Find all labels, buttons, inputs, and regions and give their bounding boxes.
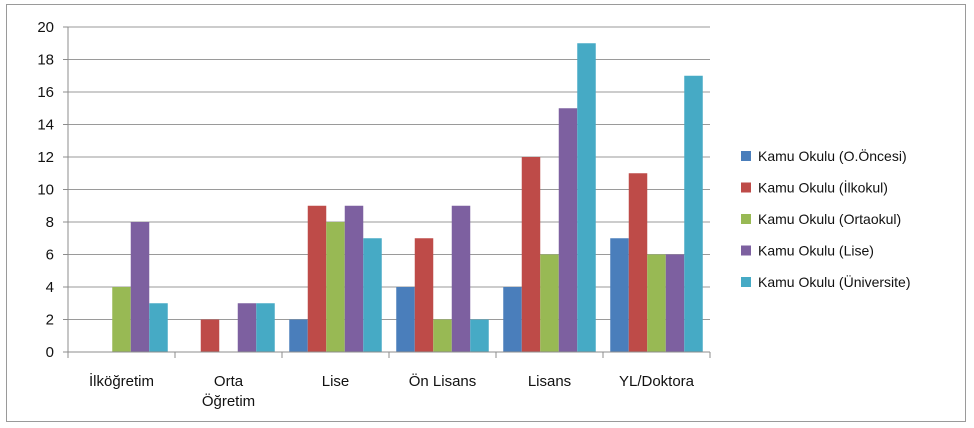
legend-swatch bbox=[741, 214, 751, 224]
bar-series-2-cat-0 bbox=[112, 287, 131, 352]
x-tick-label: İlköğretim bbox=[89, 372, 154, 390]
bar-series-1-cat-3 bbox=[414, 238, 434, 352]
y-tick-label: 12 bbox=[37, 149, 54, 166]
bar-series-0-cat-2 bbox=[289, 319, 308, 352]
bar-series-3-cat-0 bbox=[130, 222, 150, 352]
bar-series-0-cat-3 bbox=[396, 287, 415, 352]
bar-series-4-cat-5 bbox=[684, 75, 703, 352]
bar-series-3-cat-2 bbox=[344, 205, 364, 352]
gridlines bbox=[68, 26, 710, 320]
bars bbox=[112, 43, 703, 352]
bar-series-0-cat-5 bbox=[610, 238, 629, 352]
bar-series-1-cat-4 bbox=[521, 157, 541, 352]
bar-series-2-cat-4 bbox=[540, 254, 559, 352]
legend-swatch bbox=[741, 245, 751, 256]
y-tick-label: 20 bbox=[37, 19, 54, 36]
bar-series-3-cat-1 bbox=[237, 303, 257, 352]
bar-series-2-cat-3 bbox=[433, 319, 452, 352]
legend-label: Kamu Okulu (Üniversite) bbox=[758, 273, 911, 290]
x-tick-label: YL/Doktora bbox=[619, 373, 695, 390]
bar-series-4-cat-0 bbox=[149, 303, 168, 352]
legend-label: Kamu Okulu (Ortaokul) bbox=[758, 211, 901, 227]
x-tick-label: Öğretim bbox=[202, 392, 255, 410]
bar-series-1-cat-5 bbox=[628, 173, 648, 352]
y-tick-label: 8 bbox=[46, 214, 54, 231]
x-tick-label: Ön Lisans bbox=[409, 372, 477, 390]
bar-series-4-cat-2 bbox=[363, 238, 382, 352]
bar-series-3-cat-5 bbox=[665, 254, 685, 352]
legend-label: Kamu Okulu (Lise) bbox=[758, 243, 874, 259]
bar-series-1-cat-1 bbox=[200, 319, 220, 352]
legend-swatch bbox=[741, 182, 751, 193]
y-tick-label: 10 bbox=[37, 182, 54, 199]
bar-series-2-cat-5 bbox=[647, 254, 666, 352]
legend: Kamu Okulu (O.Öncesi) Kamu Okulu (İlkokul… bbox=[741, 147, 911, 290]
bar-series-3-cat-3 bbox=[451, 205, 471, 352]
y-tick-label: 2 bbox=[46, 312, 54, 329]
bar-series-3-cat-4 bbox=[558, 108, 578, 352]
legend-label: Kamu Okulu (İlkokul) bbox=[758, 179, 888, 196]
legend-label: Kamu Okulu (O.Öncesi) bbox=[758, 147, 907, 164]
x-tick-label: Lise bbox=[322, 373, 350, 390]
bar-series-4-cat-3 bbox=[470, 319, 489, 352]
x-tick-label: Orta bbox=[214, 373, 244, 390]
y-tick-label: 16 bbox=[37, 84, 54, 101]
legend-swatch bbox=[741, 151, 751, 161]
y-tick-label: 0 bbox=[46, 344, 54, 361]
x-axis: İlköğretim Orta Öğretim Lise Ön Lisans Lisans… bbox=[67, 351, 711, 410]
bar-series-2-cat-2 bbox=[326, 222, 345, 352]
bar-series-1-cat-2 bbox=[307, 205, 327, 352]
bar-series-4-cat-1 bbox=[256, 303, 275, 352]
y-axis: 0 2 4 6 8 10 12 14 16 18 20 bbox=[37, 19, 69, 361]
y-tick-label: 4 bbox=[46, 279, 54, 296]
bar-series-0-cat-4 bbox=[503, 287, 522, 352]
bar-series-4-cat-4 bbox=[577, 43, 596, 352]
y-tick-label: 18 bbox=[37, 52, 54, 69]
y-tick-label: 6 bbox=[46, 247, 54, 264]
x-tick-label: Lisans bbox=[528, 373, 571, 390]
y-tick-label: 14 bbox=[37, 117, 54, 134]
legend-swatch bbox=[741, 277, 751, 287]
